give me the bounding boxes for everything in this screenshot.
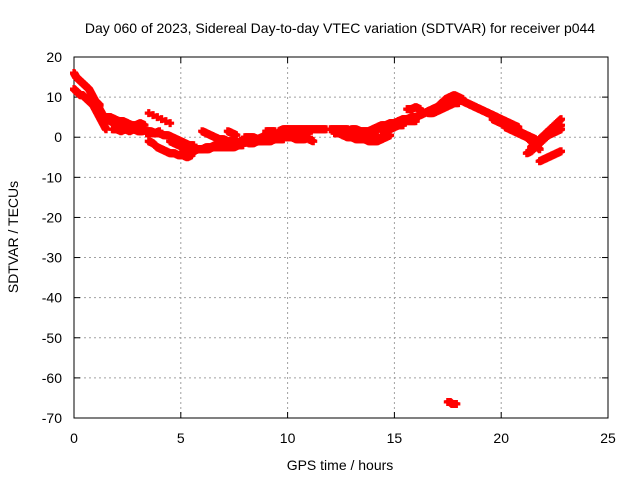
- x-axis-label: GPS time / hours: [287, 457, 394, 473]
- data-point: [238, 141, 247, 150]
- data-point: [304, 129, 313, 138]
- data-point: [386, 131, 395, 140]
- y-tick-label: -50: [42, 330, 62, 346]
- data-point: [144, 109, 153, 118]
- series-outlier: [443, 397, 461, 408]
- data-point: [411, 117, 420, 126]
- data-point: [535, 145, 544, 154]
- series-arc-39: [539, 125, 566, 142]
- series-arc-38: [535, 147, 566, 166]
- y-tick-label: -70: [42, 410, 62, 426]
- series-arc-25: [347, 125, 382, 140]
- data-point: [373, 131, 382, 140]
- data-point: [149, 111, 158, 120]
- series-arc-2: [70, 85, 111, 134]
- y-tick-label: 20: [46, 49, 62, 65]
- series-arc-21: [304, 135, 318, 146]
- data-point: [452, 399, 461, 408]
- chart-title: Day 060 of 2023, Sidereal Day-to-day VTE…: [85, 20, 595, 36]
- data-point: [102, 125, 111, 134]
- series-arc-13: [223, 127, 241, 140]
- y-tick-label: -20: [42, 209, 62, 225]
- x-tick-label: 10: [280, 430, 296, 446]
- data-point: [157, 115, 166, 124]
- x-tick-label: 25: [600, 430, 616, 446]
- data-point: [270, 127, 279, 136]
- series-arc-7: [142, 127, 164, 138]
- series-arc-12: [198, 127, 241, 148]
- y-axis-label: SDTVAR / TECUs: [5, 181, 21, 293]
- data-point: [140, 121, 149, 130]
- data-point: [232, 131, 241, 140]
- y-tick-label: 10: [46, 89, 62, 105]
- series-arc-3: [87, 93, 104, 110]
- data-point: [557, 115, 566, 124]
- data-point: [189, 141, 198, 150]
- data-point: [557, 125, 566, 134]
- data-point: [557, 121, 566, 130]
- data-point: [95, 101, 104, 110]
- data-point: [166, 119, 175, 128]
- data-point: [309, 137, 318, 146]
- series-arc-17: [262, 127, 279, 136]
- series-arc-24: [339, 131, 395, 146]
- y-tick-label: -10: [42, 169, 62, 185]
- series-arc-29: [403, 103, 425, 114]
- grid-layer: [74, 57, 608, 418]
- x-tick-label: 0: [70, 430, 78, 446]
- points-layer: [70, 69, 566, 408]
- series-arc-31: [424, 99, 463, 118]
- x-tick-label: 5: [177, 430, 185, 446]
- y-tick-label: 0: [54, 129, 62, 145]
- data-point: [155, 127, 164, 136]
- x-tick-label: 15: [387, 430, 403, 446]
- y-tick-label: -30: [42, 250, 62, 266]
- x-tick-label: 20: [493, 430, 509, 446]
- data-point: [416, 105, 425, 114]
- data-point: [322, 125, 331, 134]
- data-point: [187, 151, 196, 160]
- data-point: [161, 117, 170, 126]
- plot-frame: [73, 56, 609, 419]
- tick-layer: 0 5 10 15 20 25 20 10 0 -10 -20 -30 -40 -50 -60 -70: [42, 49, 616, 446]
- y-tick-label: -60: [42, 370, 62, 386]
- data-point: [398, 121, 407, 130]
- y-tick-label: -40: [42, 290, 62, 306]
- data-point: [153, 113, 162, 122]
- data-point: [557, 147, 566, 156]
- series-arc-4: [102, 113, 149, 130]
- series-arc-8: [144, 109, 175, 128]
- data-point: [232, 139, 241, 148]
